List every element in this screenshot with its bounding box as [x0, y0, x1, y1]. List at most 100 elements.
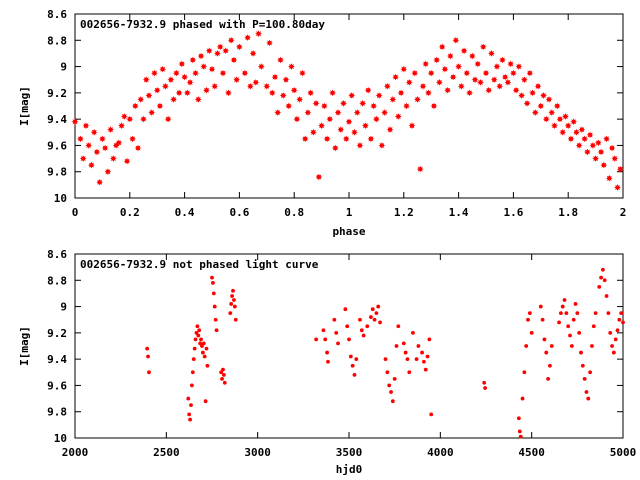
data-point: [599, 275, 603, 280]
data-point: [594, 139, 602, 147]
data-point: [205, 47, 213, 55]
data-point: [446, 52, 454, 60]
chart-title: 002656-7932.9 not phased light curve: [80, 258, 319, 271]
data-point: [120, 113, 128, 120]
data-point: [186, 396, 191, 401]
data-point: [522, 370, 527, 375]
data-point: [589, 142, 597, 149]
data-point: [468, 52, 476, 60]
data-point: [403, 102, 410, 110]
data-point: [314, 337, 319, 342]
data-point: [210, 275, 214, 280]
data-point: [195, 324, 200, 329]
y-tick-label: 9: [60, 61, 67, 74]
data-point: [408, 122, 416, 130]
data-point: [578, 126, 586, 134]
data-point: [466, 89, 473, 97]
data-point: [614, 184, 621, 191]
data-point: [376, 304, 381, 309]
data-point: [146, 354, 150, 359]
data-point: [342, 135, 350, 143]
y-tick-label: 9.6: [47, 139, 67, 152]
data-point: [203, 86, 210, 94]
data-point: [227, 36, 235, 44]
data-point: [507, 60, 515, 68]
data-point: [392, 376, 397, 381]
data-point: [211, 281, 215, 285]
data-point: [573, 128, 580, 136]
unphased-light-curve-panel: 2000 2500 3000 3500 4000 4500 5000 8.6 8.8 9 9.2 9.…: [18, 248, 636, 476]
y-tick-label: 9.4: [47, 113, 67, 126]
data-point: [151, 69, 158, 77]
data-point: [337, 126, 345, 134]
data-point: [315, 173, 323, 181]
data-point: [214, 328, 219, 333]
data-point: [605, 174, 613, 182]
data-point: [192, 346, 197, 351]
data-point: [211, 82, 219, 90]
x-tick-label: 0.6: [229, 206, 249, 219]
data-point: [312, 99, 320, 107]
data-point: [187, 412, 192, 417]
data-point: [603, 135, 610, 143]
data-point: [581, 135, 589, 143]
data-point: [526, 317, 530, 322]
data-point: [181, 73, 188, 81]
data-point: [501, 73, 509, 81]
data-point: [531, 109, 539, 116]
data-point: [191, 357, 196, 362]
data-point: [323, 337, 328, 342]
data-point: [325, 350, 329, 355]
plot-frame: [74, 253, 624, 439]
data-point: [444, 86, 452, 94]
data-point: [137, 96, 145, 103]
data-point: [394, 344, 399, 348]
data-point: [588, 370, 593, 375]
data-point: [309, 128, 317, 136]
data-point: [101, 144, 109, 152]
y-tick-label: 9: [60, 301, 67, 314]
x-tick-label: 1.4: [449, 206, 469, 219]
data-point: [423, 367, 428, 372]
x-tick-label: 3500: [336, 446, 363, 459]
data-point: [583, 148, 591, 156]
data-point: [542, 115, 550, 123]
data-point: [211, 291, 216, 296]
data-point: [99, 135, 106, 143]
data-point: [232, 304, 237, 309]
data-point: [326, 359, 330, 364]
x-tick-label: 4000: [427, 446, 454, 459]
data-point: [268, 89, 276, 97]
data-point: [580, 363, 585, 368]
data-point: [205, 363, 210, 368]
data-point: [416, 344, 421, 348]
data-point: [167, 76, 175, 84]
data-point: [601, 267, 605, 272]
data-point: [159, 65, 167, 73]
data-point: [356, 142, 364, 149]
data-point: [354, 357, 359, 362]
data-point: [575, 142, 583, 149]
data-point: [548, 363, 552, 368]
data-point: [569, 344, 574, 348]
data-point: [188, 417, 192, 422]
data-point: [271, 73, 279, 81]
data-point: [200, 63, 208, 70]
phased-light-curve-panel: 0 0.2 0.4 0.6 0.8 1 1.2 1.4 1.6 1.8 2 8.6 8.8 9 9.2 9.4…: [18, 8, 626, 238]
data-point: [347, 337, 351, 342]
data-point: [571, 317, 576, 322]
data-point: [452, 36, 460, 44]
data-point: [520, 76, 528, 84]
data-point: [140, 115, 147, 123]
data-point: [236, 43, 243, 51]
data-point: [385, 370, 390, 375]
data-point: [378, 320, 382, 325]
data-point: [126, 115, 134, 123]
data-point: [401, 341, 406, 346]
data-point: [351, 128, 358, 136]
data-point: [499, 56, 506, 64]
data-point: [396, 324, 401, 329]
data-point: [425, 89, 432, 97]
y-axis-label: I[mag]: [18, 86, 31, 126]
